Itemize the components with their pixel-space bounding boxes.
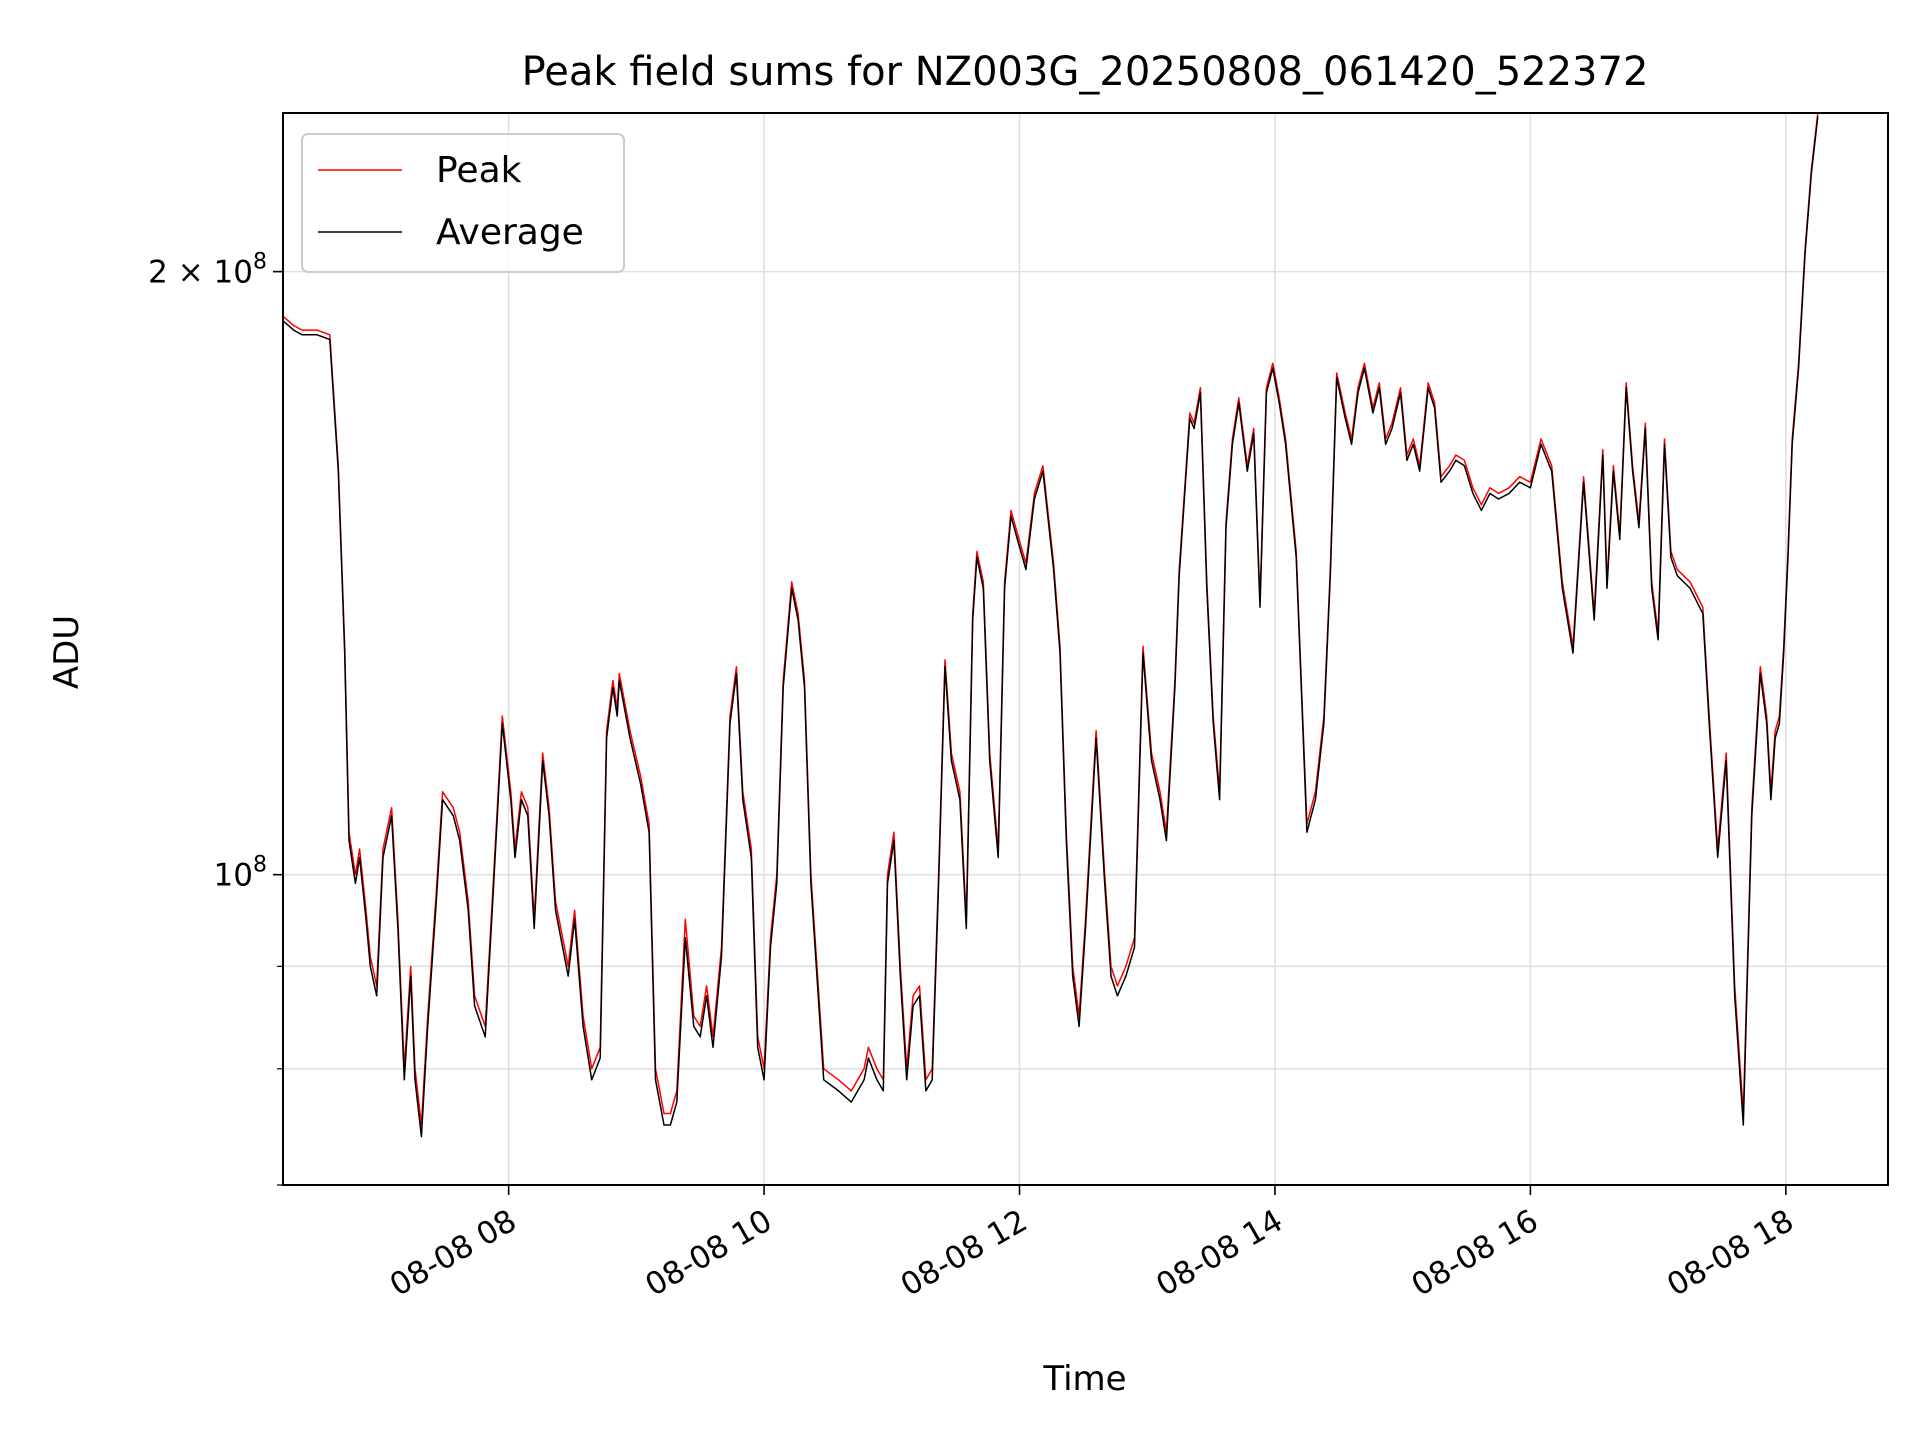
legend-label-peak: Peak bbox=[436, 150, 522, 191]
x-axis-label: Time bbox=[1042, 1359, 1126, 1399]
legend-box bbox=[301, 133, 625, 273]
y-tick-label-0: 108 bbox=[214, 853, 267, 894]
plot-frame bbox=[282, 112, 1889, 1186]
y-tick-label-1: 2 × 108 bbox=[148, 250, 267, 291]
legend: Peak Average bbox=[301, 133, 625, 273]
legend-label-average: Average bbox=[436, 212, 584, 253]
chart-title: Peak field sums for NZ003G_20250808_0614… bbox=[522, 49, 1649, 95]
series-line-average bbox=[283, 116, 1819, 1138]
y-axis-label: ADU bbox=[47, 615, 87, 689]
series-layer bbox=[283, 113, 1819, 1138]
